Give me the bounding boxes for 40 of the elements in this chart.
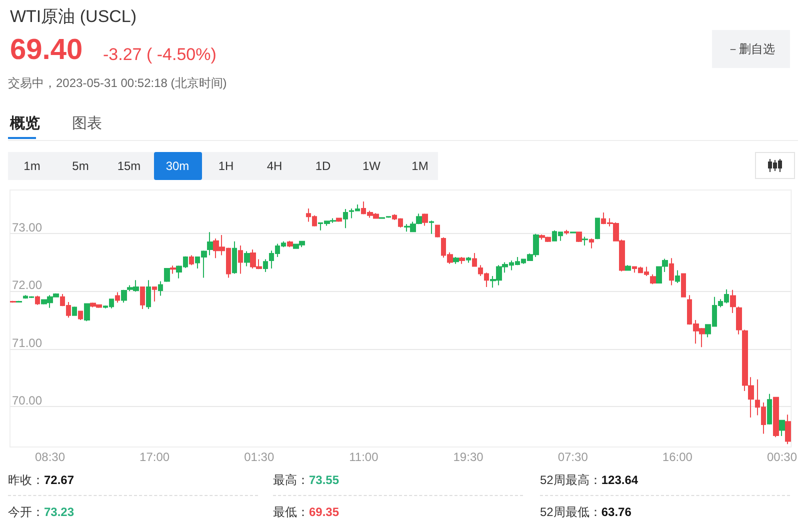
text: 交易中，2023-05-31 00:52:18 (北京时间) (8, 75, 227, 92)
text: 5m (71, 158, 90, 175)
y-tick-label: 72.00 (12, 278, 42, 292)
text: 1m (22, 158, 42, 175)
text: 63.76 (601, 505, 632, 519)
y-tick-label: 71.00 (12, 336, 42, 350)
text: 今开： (8, 505, 44, 519)
x-tick-label: 17:00 (140, 450, 170, 464)
text: －删自选 (712, 30, 790, 68)
text: 69.40 (10, 34, 83, 67)
text: 52周最高： (540, 473, 602, 487)
text: 昨收： (8, 473, 44, 487)
text: 最高： (273, 473, 309, 487)
text: 30m (154, 152, 202, 180)
text: 4H (266, 158, 284, 175)
text: 123.64 (601, 473, 638, 487)
text: 73.23 (44, 505, 74, 519)
text: 图表 (72, 114, 102, 133)
x-tick-label: 19:30 (453, 450, 484, 464)
text: 最低： (273, 505, 309, 519)
text: 概览 (10, 114, 40, 133)
y-tick-label: 70.00 (12, 394, 42, 408)
text: 15m (116, 158, 142, 175)
text: 1H (217, 158, 235, 175)
chart-title: WTI原油 (USCL) (10, 6, 137, 28)
text: 1W (362, 158, 382, 175)
y-tick-label: 73.00 (12, 220, 42, 234)
text: 1D (314, 158, 332, 175)
text: 1M (410, 158, 430, 175)
text: 69.35 (309, 505, 340, 519)
text: -3.27 ( -4.50%) (103, 45, 216, 65)
text: 72.67 (44, 473, 74, 487)
x-tick-label: 01:30 (244, 450, 274, 464)
x-tick-label: 11:00 (349, 450, 379, 464)
x-tick-label: 08:30 (34, 450, 66, 464)
x-tick-label: 00:30 (766, 450, 798, 464)
text: 73.55 (309, 473, 340, 487)
x-tick-label: 07:30 (558, 450, 588, 464)
text: 52周最低： (540, 505, 602, 519)
x-tick-label: 16:00 (662, 450, 693, 464)
